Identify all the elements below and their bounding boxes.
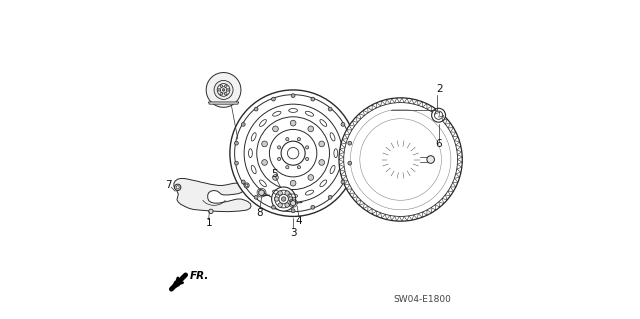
- Circle shape: [278, 191, 282, 195]
- Circle shape: [308, 126, 314, 132]
- Circle shape: [234, 161, 238, 165]
- Circle shape: [278, 203, 282, 207]
- Text: 5: 5: [271, 169, 278, 179]
- Circle shape: [311, 205, 315, 209]
- Text: 6: 6: [435, 139, 442, 149]
- Circle shape: [245, 184, 248, 187]
- Circle shape: [371, 130, 431, 189]
- Circle shape: [289, 197, 293, 201]
- Circle shape: [311, 97, 315, 101]
- Circle shape: [271, 205, 275, 209]
- Circle shape: [348, 141, 352, 145]
- Circle shape: [244, 183, 249, 188]
- Circle shape: [305, 157, 308, 160]
- Circle shape: [298, 137, 301, 141]
- Circle shape: [244, 104, 342, 202]
- Circle shape: [275, 197, 279, 201]
- Circle shape: [427, 156, 435, 163]
- Circle shape: [218, 89, 220, 91]
- Circle shape: [271, 97, 275, 101]
- Circle shape: [328, 195, 332, 199]
- Polygon shape: [291, 200, 296, 206]
- Text: 1: 1: [205, 218, 212, 228]
- Circle shape: [287, 147, 299, 159]
- Circle shape: [230, 90, 356, 216]
- Circle shape: [220, 85, 223, 87]
- Circle shape: [220, 87, 227, 93]
- Circle shape: [257, 117, 330, 189]
- Circle shape: [341, 180, 345, 184]
- Circle shape: [291, 209, 295, 213]
- Circle shape: [339, 98, 462, 221]
- Circle shape: [308, 174, 314, 180]
- Circle shape: [348, 161, 352, 165]
- Circle shape: [262, 160, 268, 165]
- Circle shape: [209, 209, 213, 214]
- Text: FR.: FR.: [189, 271, 209, 281]
- Circle shape: [235, 95, 351, 212]
- Circle shape: [350, 109, 451, 210]
- Circle shape: [225, 85, 227, 87]
- Circle shape: [176, 186, 179, 189]
- Circle shape: [285, 137, 289, 141]
- Circle shape: [285, 166, 289, 169]
- Circle shape: [282, 197, 286, 201]
- Polygon shape: [206, 72, 241, 107]
- Circle shape: [269, 130, 317, 177]
- Text: 7: 7: [166, 181, 172, 190]
- Circle shape: [241, 122, 245, 126]
- Circle shape: [381, 141, 420, 178]
- Circle shape: [305, 146, 308, 149]
- Circle shape: [273, 174, 278, 180]
- Circle shape: [328, 107, 332, 111]
- Polygon shape: [174, 178, 251, 212]
- Circle shape: [291, 94, 295, 98]
- Circle shape: [431, 108, 445, 122]
- Circle shape: [435, 111, 443, 119]
- Circle shape: [214, 80, 233, 100]
- Circle shape: [275, 190, 292, 208]
- Text: 8: 8: [257, 208, 263, 218]
- Circle shape: [344, 103, 458, 216]
- Circle shape: [241, 180, 245, 184]
- Circle shape: [227, 89, 229, 91]
- Circle shape: [285, 191, 289, 195]
- Circle shape: [341, 122, 345, 126]
- Circle shape: [351, 110, 450, 209]
- Circle shape: [278, 157, 281, 160]
- Circle shape: [361, 120, 440, 199]
- Polygon shape: [209, 102, 239, 104]
- Circle shape: [175, 184, 181, 190]
- Circle shape: [387, 146, 414, 173]
- Circle shape: [319, 141, 324, 147]
- Circle shape: [281, 141, 305, 165]
- Circle shape: [285, 203, 289, 207]
- Circle shape: [291, 180, 296, 186]
- Circle shape: [220, 93, 223, 95]
- Circle shape: [273, 126, 278, 132]
- Circle shape: [279, 194, 289, 204]
- Text: 4: 4: [296, 216, 302, 226]
- Polygon shape: [172, 281, 179, 289]
- Circle shape: [225, 93, 227, 95]
- Circle shape: [291, 120, 296, 126]
- Polygon shape: [259, 189, 264, 196]
- Text: 3: 3: [290, 228, 296, 238]
- Circle shape: [222, 89, 225, 91]
- Circle shape: [278, 146, 281, 149]
- Circle shape: [271, 187, 296, 211]
- Circle shape: [360, 119, 442, 200]
- Text: 2: 2: [436, 84, 443, 94]
- Circle shape: [254, 195, 258, 199]
- Circle shape: [234, 141, 238, 145]
- Circle shape: [298, 166, 301, 169]
- Circle shape: [217, 84, 230, 96]
- Text: SW04-E1800: SW04-E1800: [394, 295, 452, 304]
- Circle shape: [254, 107, 258, 111]
- Circle shape: [319, 160, 324, 165]
- Circle shape: [262, 141, 268, 147]
